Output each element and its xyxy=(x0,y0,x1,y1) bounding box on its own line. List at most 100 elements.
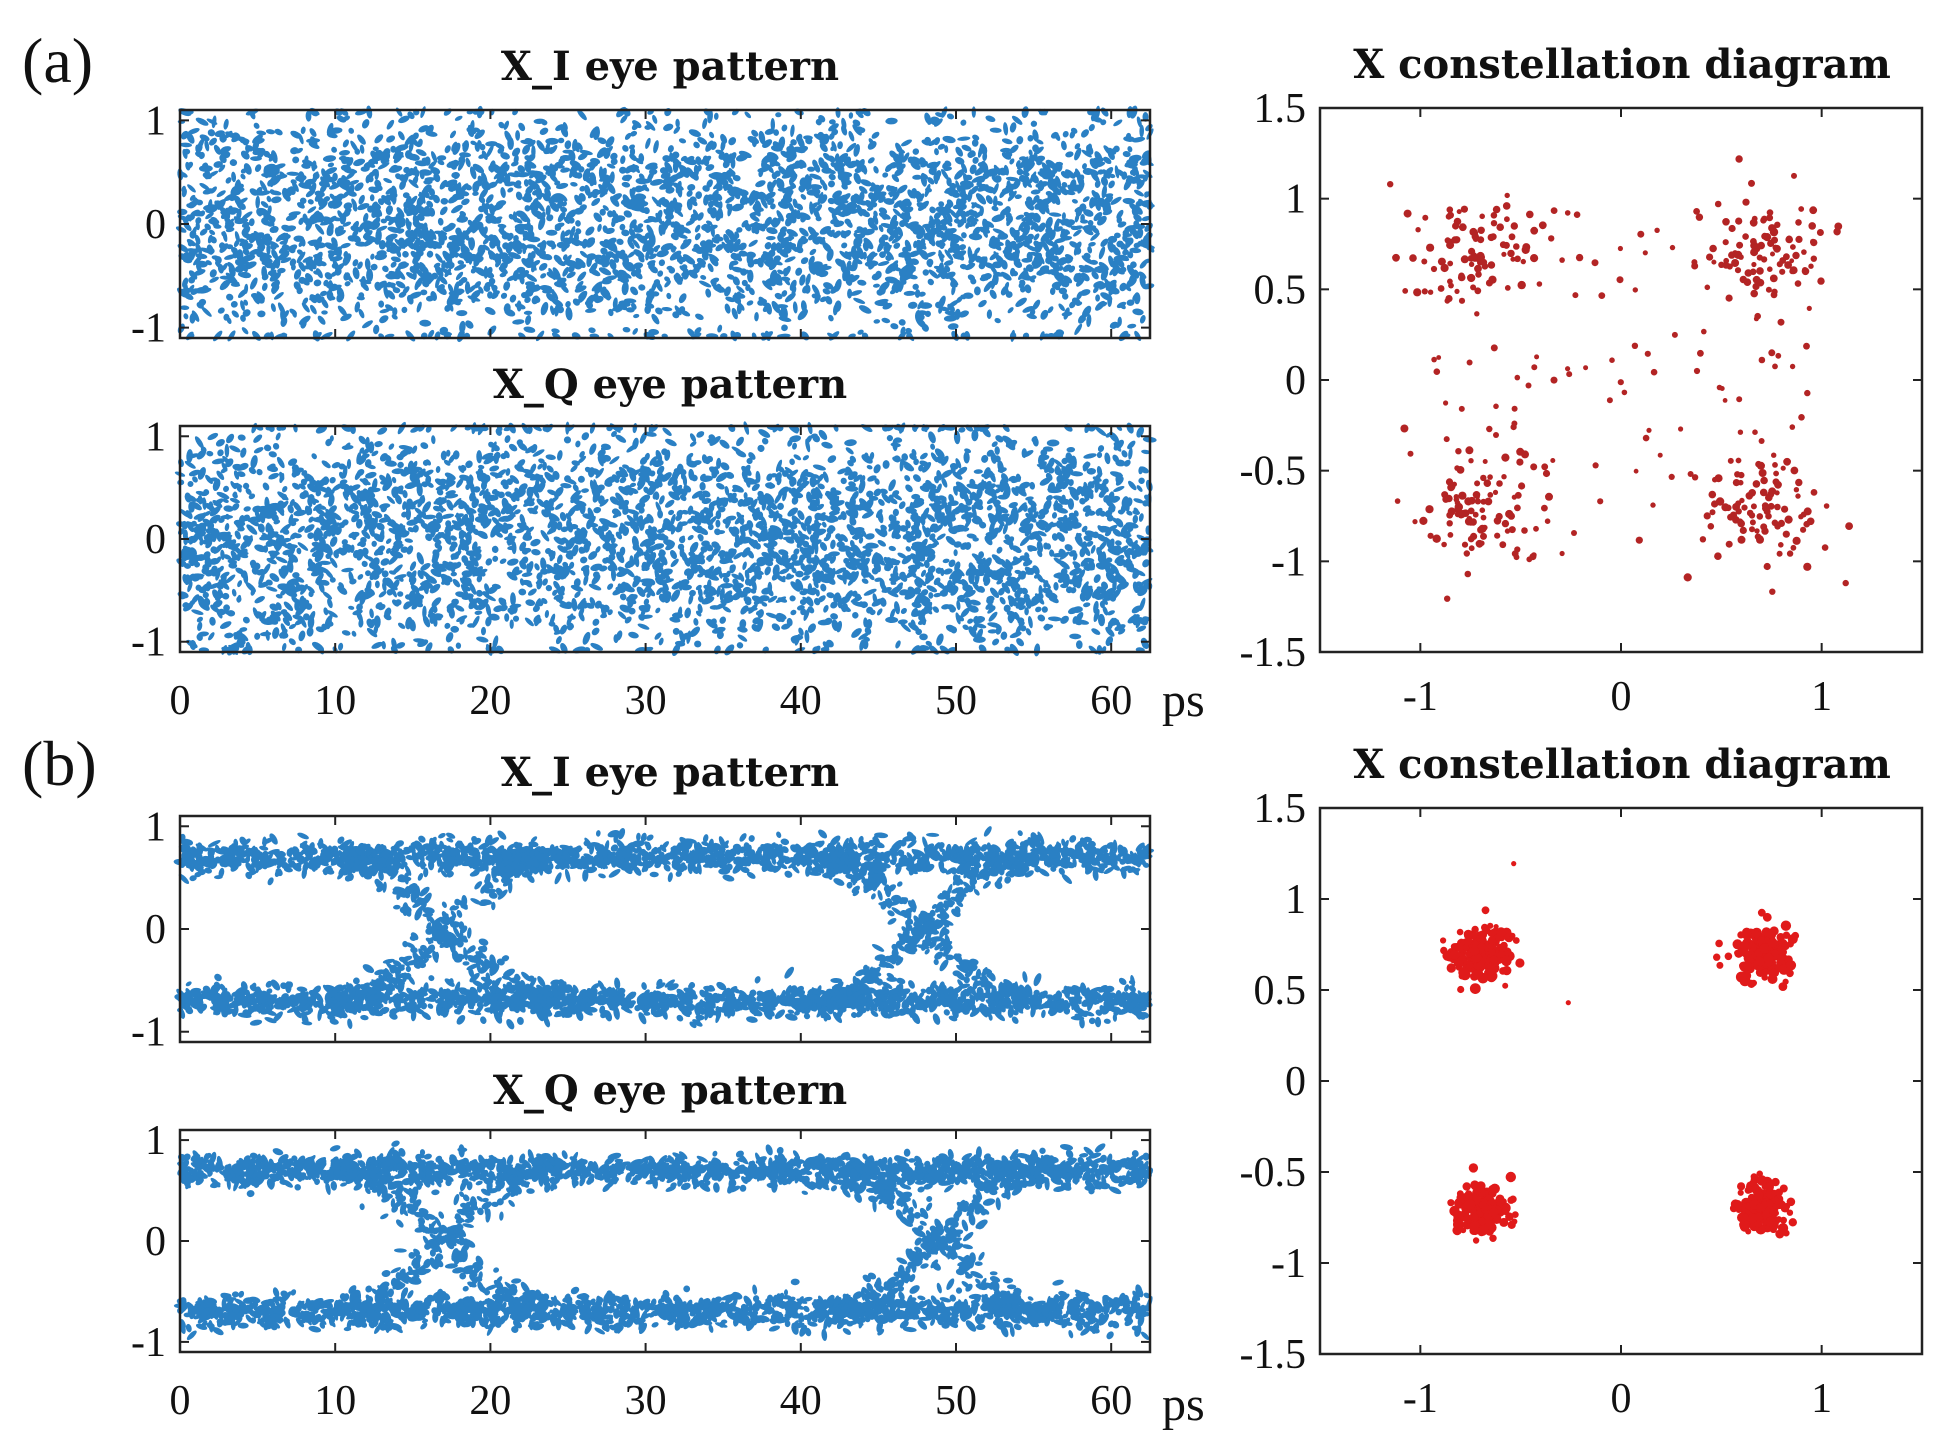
eye-sample-point xyxy=(1003,122,1009,136)
eye-sample-point xyxy=(848,112,853,119)
eye-sample-point xyxy=(270,303,277,313)
eye-sample-point xyxy=(927,430,938,444)
eye-sample-point xyxy=(590,196,602,207)
eye-sample-point xyxy=(515,191,523,201)
eye-sample-point xyxy=(621,174,633,182)
eye-sample-point xyxy=(419,106,427,119)
eye-sample-point xyxy=(1095,294,1100,301)
eye-sample-point xyxy=(837,141,844,150)
eye-sample-point xyxy=(581,631,592,646)
eye-sample-point xyxy=(563,435,573,445)
eye-sample-point xyxy=(229,159,237,167)
eye-sample-point xyxy=(684,607,692,619)
eye-sample-point xyxy=(213,225,221,229)
eye-sample-point xyxy=(589,641,604,652)
eye-sample-point xyxy=(792,301,798,314)
eye-sample-point xyxy=(506,186,514,193)
eye-sample-point xyxy=(1120,449,1129,458)
eye-sample-point xyxy=(1133,188,1145,197)
eye-sample-point xyxy=(781,124,788,132)
eye-sample-point xyxy=(1016,135,1024,145)
eye-sample-point xyxy=(827,179,837,188)
eye-sample-point xyxy=(319,330,334,341)
eye-sample-point xyxy=(372,324,379,334)
eye-sample-point xyxy=(1036,613,1046,622)
eye-sample-point xyxy=(912,283,919,290)
eye-sample-point xyxy=(669,549,679,560)
eye-sample-point xyxy=(371,541,377,547)
eye-sample-point xyxy=(558,138,565,144)
eye-sample-point xyxy=(579,556,588,565)
eye-sample-point xyxy=(370,194,375,201)
eye-sample-point xyxy=(401,307,407,314)
y-tick-label: 1 xyxy=(145,98,166,144)
eye-sample-point xyxy=(923,269,929,275)
eye-sample-point xyxy=(502,280,511,291)
eye-sample-point xyxy=(204,139,210,152)
eye-sample-point xyxy=(851,611,859,619)
eye-sample-point xyxy=(257,310,266,317)
eye-sample-point xyxy=(840,241,848,249)
eye-sample-point xyxy=(336,304,348,317)
eye-sample-point xyxy=(375,581,380,589)
eye-sample-point xyxy=(984,194,994,205)
eye-sample-point xyxy=(250,329,262,342)
eye-sample-point xyxy=(985,114,997,123)
eye-sample-point xyxy=(1073,323,1084,336)
eye-sample-point xyxy=(396,461,405,470)
eye-sample-point xyxy=(535,329,546,342)
eye-sample-point xyxy=(596,223,602,232)
eye-sample-point xyxy=(517,331,527,341)
y-tick-label: 0 xyxy=(145,202,166,248)
eye-sample-point xyxy=(546,230,558,236)
eye-sample-point xyxy=(847,130,855,142)
eye-sample-point xyxy=(662,122,674,132)
eye-sample-point xyxy=(449,130,458,140)
eye-sample-point xyxy=(248,276,259,290)
plot-title: X_I eye pattern xyxy=(501,43,839,90)
eye-sample-point xyxy=(249,218,256,227)
eye-sample-point xyxy=(253,595,266,605)
eye-sample-point xyxy=(486,324,498,337)
eye-sample-point xyxy=(873,319,880,324)
eye-sample-point xyxy=(465,281,471,294)
eye-sample-point xyxy=(727,136,738,147)
eye-sample-point xyxy=(799,193,807,201)
eye-sample-point xyxy=(789,609,797,617)
eye-sample-point xyxy=(881,171,889,178)
eye-sample-point xyxy=(454,115,463,122)
eye-sample-point xyxy=(571,331,582,341)
eye-sample-point xyxy=(1009,122,1018,134)
eye-sample-point xyxy=(442,107,453,117)
eye-sample-point xyxy=(356,573,364,581)
eye-sample-point xyxy=(638,284,646,292)
eye-sample-point xyxy=(206,128,216,138)
eye-sample-point xyxy=(461,140,469,153)
eye-sample-point xyxy=(963,451,970,463)
eye-sample-point xyxy=(545,138,559,145)
eye-sample-point xyxy=(564,300,571,308)
eye-sample-point xyxy=(349,140,360,154)
eye-sample-point xyxy=(1139,314,1147,324)
eye-sample-point xyxy=(291,155,300,164)
eye-sample-point xyxy=(196,621,203,631)
eye-sample-point xyxy=(966,617,974,624)
eye-sample-point xyxy=(990,127,1002,133)
panel-b-label: (b) xyxy=(22,728,97,799)
eye-sample-point xyxy=(780,323,789,332)
eye-sample-point xyxy=(472,191,479,196)
eye-sample-point xyxy=(953,549,957,556)
eye-sample-point xyxy=(476,106,483,119)
eye-sample-point xyxy=(1033,643,1041,657)
eye-sample-point xyxy=(199,165,213,172)
eye-sample-point xyxy=(252,122,260,131)
eye-sample-point xyxy=(230,300,239,309)
eye-sample-point xyxy=(212,329,224,342)
eye-sample-point xyxy=(920,172,928,187)
eye-sample-point xyxy=(853,209,867,213)
eye-sample-point xyxy=(347,127,355,135)
eye-sample-point xyxy=(419,319,431,327)
eye-sample-point xyxy=(382,177,392,184)
eye-sample-point xyxy=(383,151,390,160)
eye-sample-point xyxy=(539,301,550,316)
